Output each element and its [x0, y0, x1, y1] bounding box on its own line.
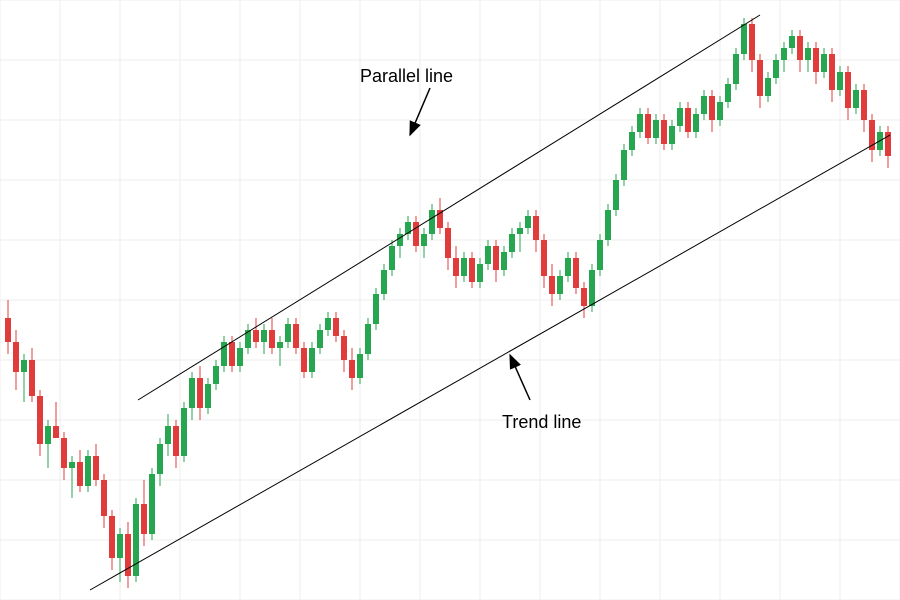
trend-line-label: Trend line — [502, 412, 581, 433]
candlestick-chart: Parallel line Trend line — [0, 0, 900, 600]
parallel-line-label: Parallel line — [360, 66, 453, 87]
chart-canvas — [0, 0, 900, 600]
